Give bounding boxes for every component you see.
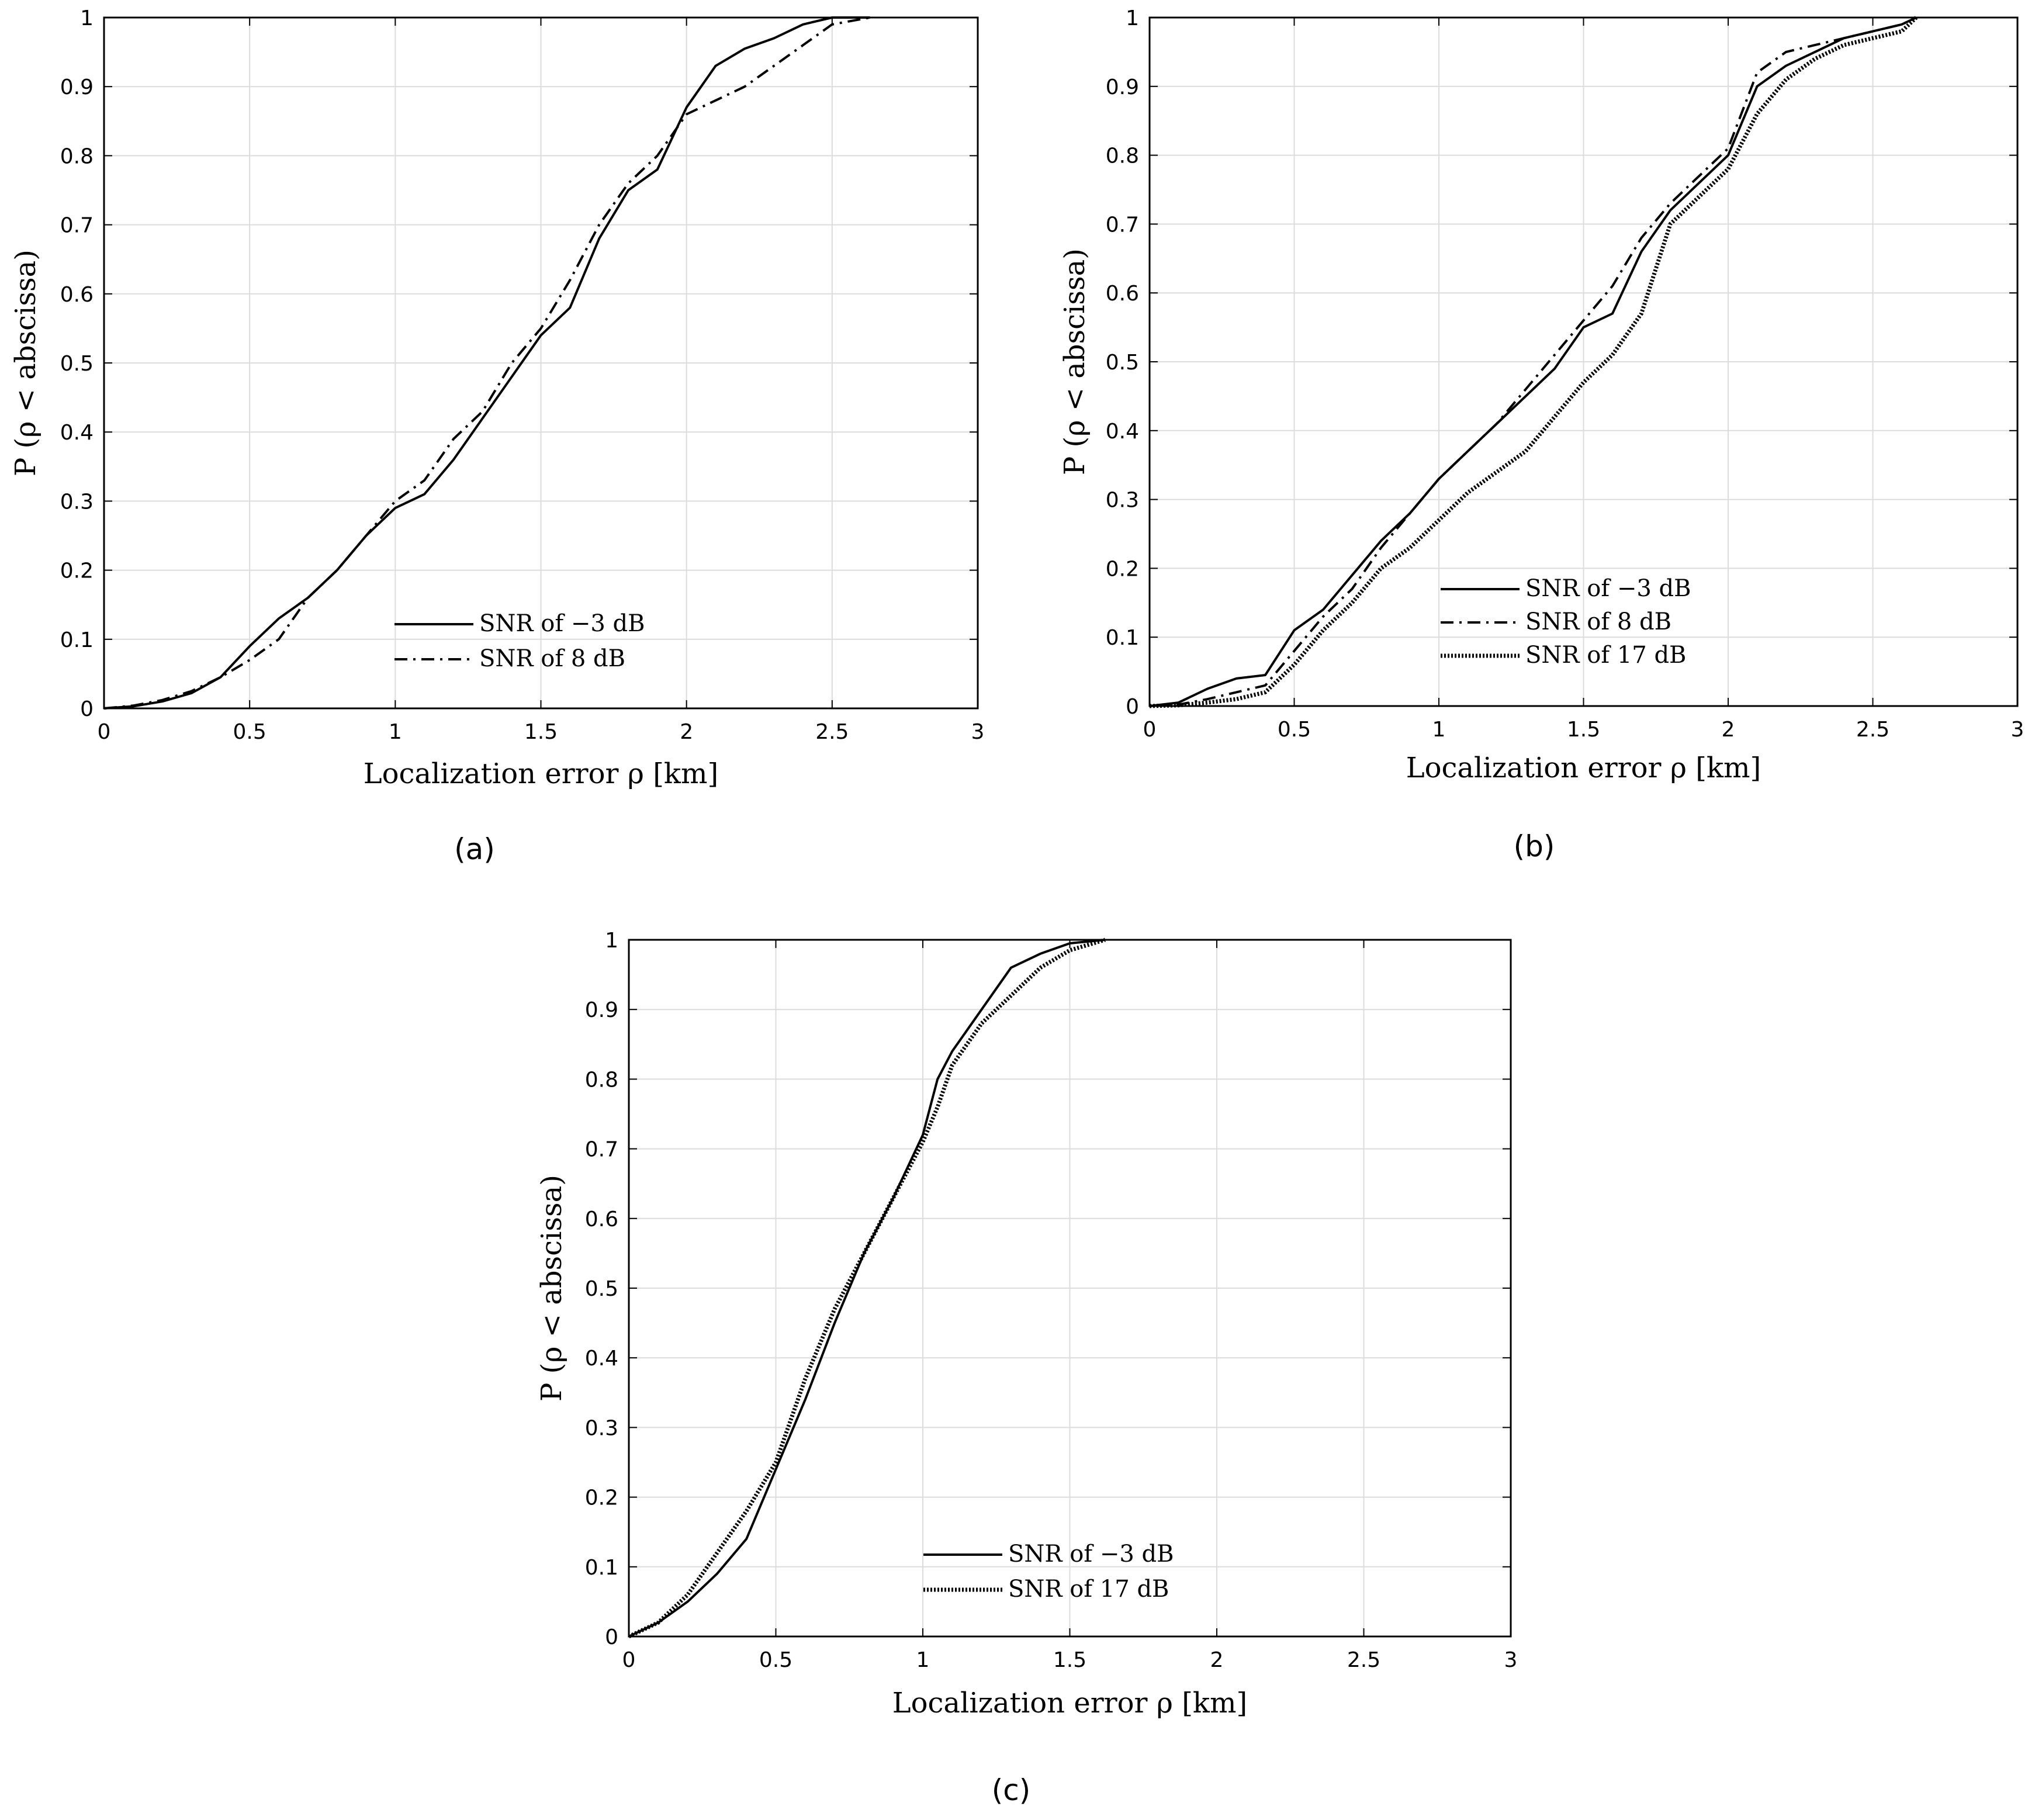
- y-tick-label: 0.3: [1106, 489, 1139, 513]
- chart-panel-a: 0 0.5 1 1.5 2 2.5 3 0 0.1 0.2 0.3 0.4 0.5 0.6 0.7 0.8 0.…: [9, 6, 984, 866]
- legend-label-2: SNR of 8 dB: [479, 645, 625, 672]
- y-tick-label: 0.2: [1106, 557, 1139, 581]
- x-tick-label: 0.5: [759, 1648, 792, 1672]
- y-tick-label: 0.7: [60, 214, 94, 238]
- x-tick-label: 3: [1504, 1648, 1518, 1672]
- y-tick-label: 0.8: [60, 144, 94, 168]
- x-tick-label: 3: [2011, 718, 2024, 742]
- y-tick-label: 0: [1126, 695, 1139, 719]
- x-tick-label: 1.5: [1053, 1648, 1086, 1672]
- x-tick-label: 2.5: [1347, 1648, 1380, 1672]
- legend-label-1: SNR of −3 dB: [479, 610, 645, 637]
- x-tick-label: 0.5: [233, 720, 267, 744]
- y-tick-label: 0.5: [1106, 351, 1139, 375]
- legend-label-2: SNR of 17 dB: [1008, 1576, 1169, 1603]
- series-line-1: [1149, 16, 1917, 707]
- y-tick-label: 0.2: [60, 559, 94, 583]
- x-tick-label: 0.5: [1278, 718, 1311, 742]
- y-tick-label: 0: [605, 1625, 618, 1649]
- y-axis-label: P (ρ < abscissa): [1058, 248, 1091, 475]
- x-tick-label: 1.5: [1567, 718, 1600, 742]
- series-line-2: [628, 937, 1106, 1639]
- x-tick-label: 0: [1143, 718, 1157, 742]
- x-axis-label: Localization error ρ [km]: [892, 1687, 1248, 1719]
- series-line-3: [1149, 16, 1918, 708]
- x-tick-label: 2.5: [1856, 718, 1889, 742]
- x-tick-label: 1: [389, 720, 402, 744]
- y-tick-label: 0.2: [585, 1486, 618, 1510]
- x-tick-label: 3: [971, 720, 985, 744]
- panel-caption: (c): [992, 1773, 1031, 1807]
- y-tick-label: 0.5: [60, 352, 94, 376]
- x-tick-label: 1.5: [524, 720, 558, 744]
- legend-label-3: SNR of 17 dB: [1525, 642, 1686, 669]
- series-line-1: [103, 16, 870, 710]
- y-tick-label: 0.7: [1106, 213, 1139, 237]
- y-tick-label: 0.3: [585, 1416, 618, 1440]
- x-tick-label: 2.5: [815, 720, 849, 744]
- x-axis-label: Localization error ρ [km]: [364, 757, 719, 790]
- y-tick-label: 0.6: [60, 283, 94, 307]
- y-tick-label: 0.9: [60, 75, 94, 99]
- x-tick-label: 2: [1210, 1648, 1224, 1672]
- y-tick-label: 0.4: [1106, 420, 1139, 444]
- series-line-2: [1149, 16, 1917, 707]
- y-tick-label: 0.1: [1106, 626, 1139, 650]
- chart-panel-b: 0 0.5 1 1.5 2 2.5 3 0 0.1 0.2 0.3 0.4 0.5 0.6 0.7 0.8 0.…: [1058, 6, 2024, 863]
- y-tick-label: 0.7: [585, 1138, 618, 1162]
- y-tick-label: 0.1: [585, 1556, 618, 1580]
- y-tick-label: 0.9: [585, 998, 618, 1022]
- x-tick-label: 2: [680, 720, 693, 744]
- legend-label-1: SNR of −3 dB: [1008, 1541, 1174, 1568]
- y-tick-label: 0.5: [585, 1277, 618, 1301]
- legend-label-1: SNR of −3 dB: [1525, 575, 1691, 602]
- panel-caption: (a): [454, 832, 495, 866]
- y-tick-label: 0.4: [60, 421, 94, 445]
- x-tick-label: 2: [1722, 718, 1735, 742]
- series-line-2: [103, 16, 870, 710]
- y-tick-label: 1: [80, 6, 94, 30]
- y-axis-label: P (ρ < abscissa): [535, 1175, 568, 1402]
- chart-panel-c: 0 0.5 1 1.5 2 2.5 3 0 0.1 0.2 0.3 0.4 0.5 0.6 0.7 0.8 0.…: [535, 929, 1517, 1807]
- legend-label-2: SNR of 8 dB: [1525, 608, 1671, 635]
- x-tick-label: 0: [622, 1648, 636, 1672]
- y-tick-label: 0: [80, 697, 94, 721]
- y-tick-label: 0.6: [1106, 282, 1139, 306]
- y-tick-label: 0.3: [60, 490, 94, 514]
- y-tick-label: 0.1: [60, 628, 94, 652]
- y-tick-label: 0.8: [1106, 144, 1139, 168]
- panel-caption: (b): [1514, 829, 1555, 863]
- y-tick-label: 1: [1126, 6, 1139, 30]
- y-tick-label: 1: [605, 929, 618, 953]
- y-tick-label: 0.9: [1106, 75, 1139, 99]
- x-axis-label: Localization error ρ [km]: [1406, 752, 1761, 784]
- y-axis-label: P (ρ < abscissa): [9, 250, 42, 476]
- y-tick-label: 0.8: [585, 1068, 618, 1092]
- x-tick-label: 0: [98, 720, 111, 744]
- y-tick-label: 0.4: [585, 1347, 618, 1371]
- x-tick-label: 1: [916, 1648, 930, 1672]
- y-tick-label: 0.6: [585, 1207, 618, 1231]
- x-tick-label: 1: [1432, 718, 1446, 742]
